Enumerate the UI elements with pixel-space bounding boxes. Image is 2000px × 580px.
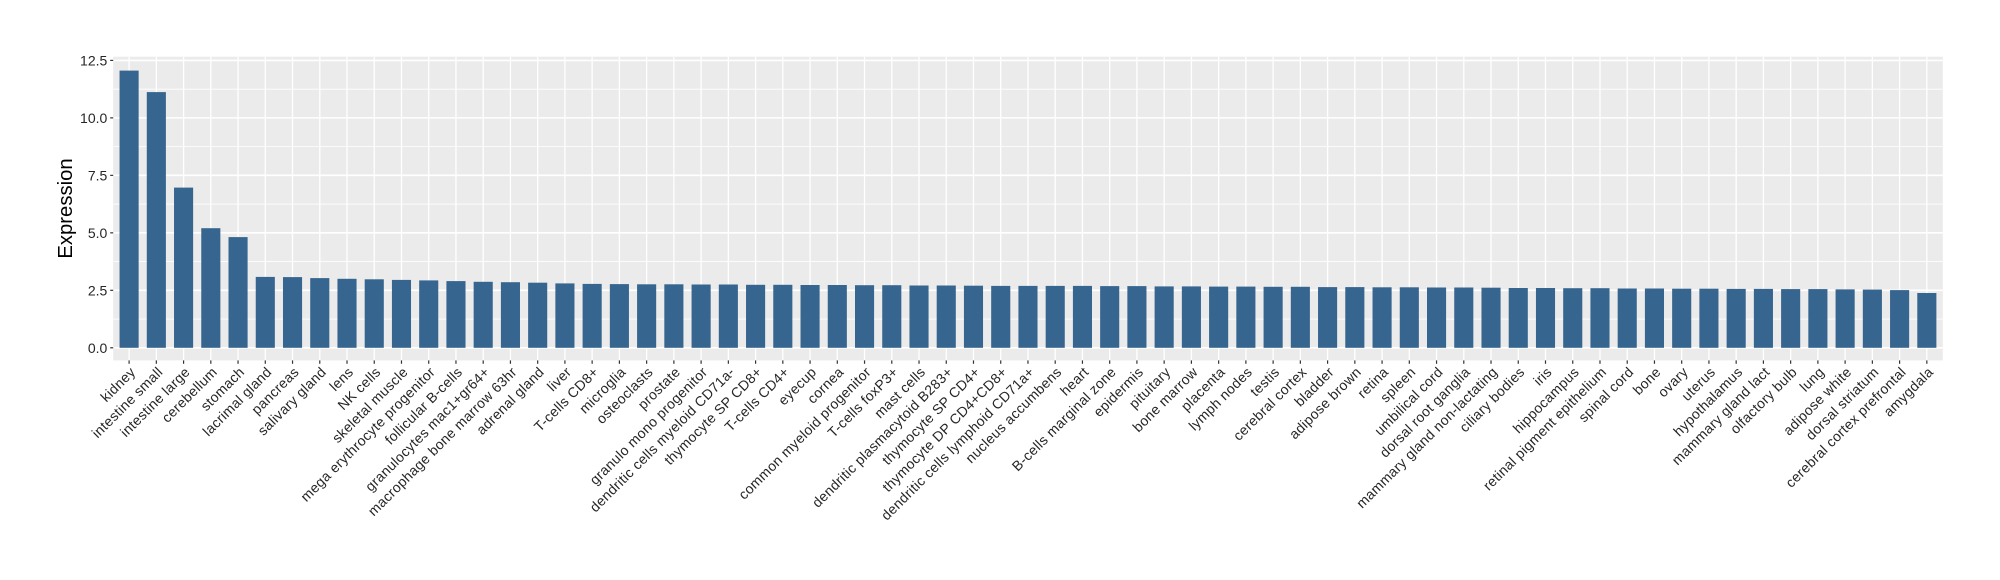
svg-text:2.5: 2.5 <box>88 282 108 298</box>
svg-text:Expression: Expression <box>55 158 77 258</box>
svg-text:10.0: 10.0 <box>80 110 107 126</box>
svg-text:12.5: 12.5 <box>80 53 107 69</box>
svg-text:5.0: 5.0 <box>88 225 108 241</box>
svg-text:0.0: 0.0 <box>88 340 108 356</box>
svg-text:7.5: 7.5 <box>88 167 108 183</box>
